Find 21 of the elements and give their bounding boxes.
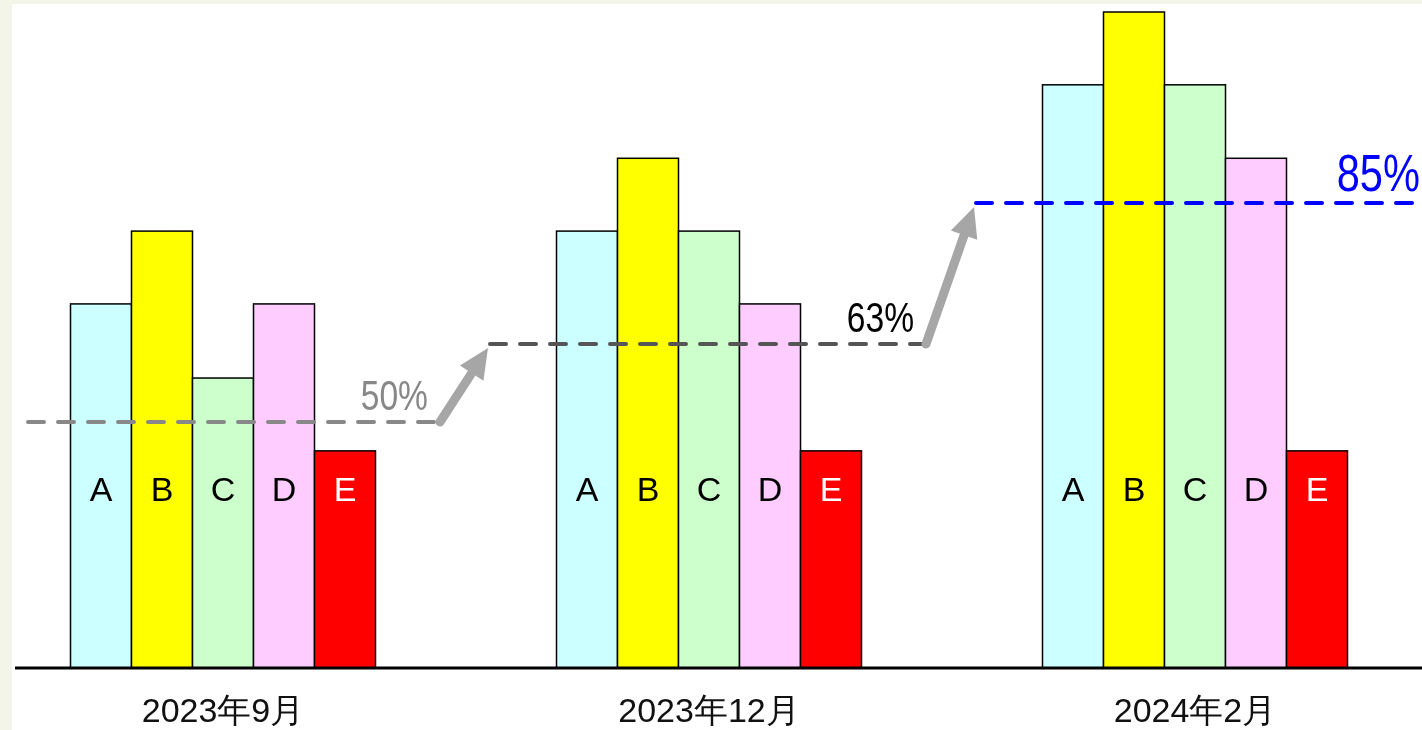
text: A [89, 470, 113, 508]
text: B [150, 470, 174, 508]
series-label: E [333, 470, 357, 508]
text: B [1122, 470, 1146, 508]
x-tick-label: 2023年9月 [141, 691, 305, 729]
text: C [1182, 470, 1208, 508]
x-tick-label: 2024年2月 [1113, 691, 1277, 729]
text: E [1305, 470, 1329, 508]
annotation: 50% [360, 372, 428, 419]
series-label: A [575, 470, 599, 508]
text: C [696, 470, 722, 508]
text: D [1243, 470, 1269, 508]
series-label: B [636, 470, 660, 508]
annotation: 63% [846, 294, 914, 341]
text: D [757, 470, 783, 508]
series-label: D [271, 470, 297, 508]
x-tick-label: 2023年12月 [618, 691, 800, 729]
text: A [1061, 470, 1085, 508]
series-label: C [210, 470, 236, 508]
annotation: 85% [1336, 143, 1420, 202]
text: E [819, 470, 843, 508]
